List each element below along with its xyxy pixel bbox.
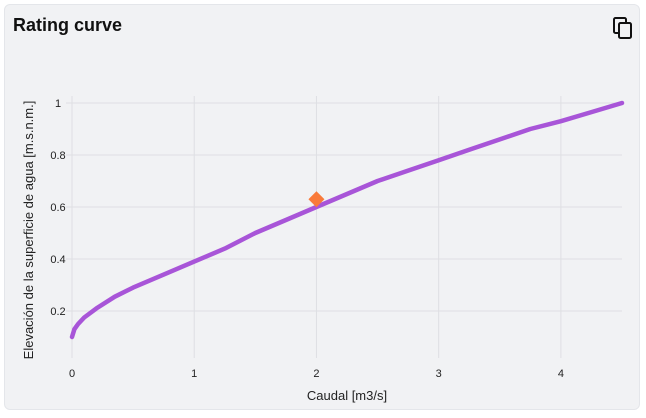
- y-tick-label: 1: [55, 98, 61, 110]
- x-tick-label: 4: [558, 368, 564, 380]
- copy-icon[interactable]: [610, 15, 636, 41]
- y-axis-label: Elevación de la superficie de agua [m.s.…: [21, 101, 36, 360]
- x-tick-label: 2: [313, 368, 319, 380]
- y-tick-label: 0.4: [50, 254, 65, 266]
- chart-title: Rating curve: [13, 15, 123, 35]
- x-tick-label: 1: [191, 368, 197, 380]
- data-point-marker: [308, 191, 325, 208]
- y-tick-label: 0.6: [50, 202, 65, 214]
- x-tick-label: 3: [436, 368, 442, 380]
- y-tick-label: 0.8: [50, 150, 65, 162]
- y-tick-label: 0.2: [50, 306, 65, 318]
- series-line: [69, 100, 625, 340]
- x-axis-label: Caudal [m3/s]: [307, 388, 387, 403]
- x-tick-label: 0: [69, 368, 75, 380]
